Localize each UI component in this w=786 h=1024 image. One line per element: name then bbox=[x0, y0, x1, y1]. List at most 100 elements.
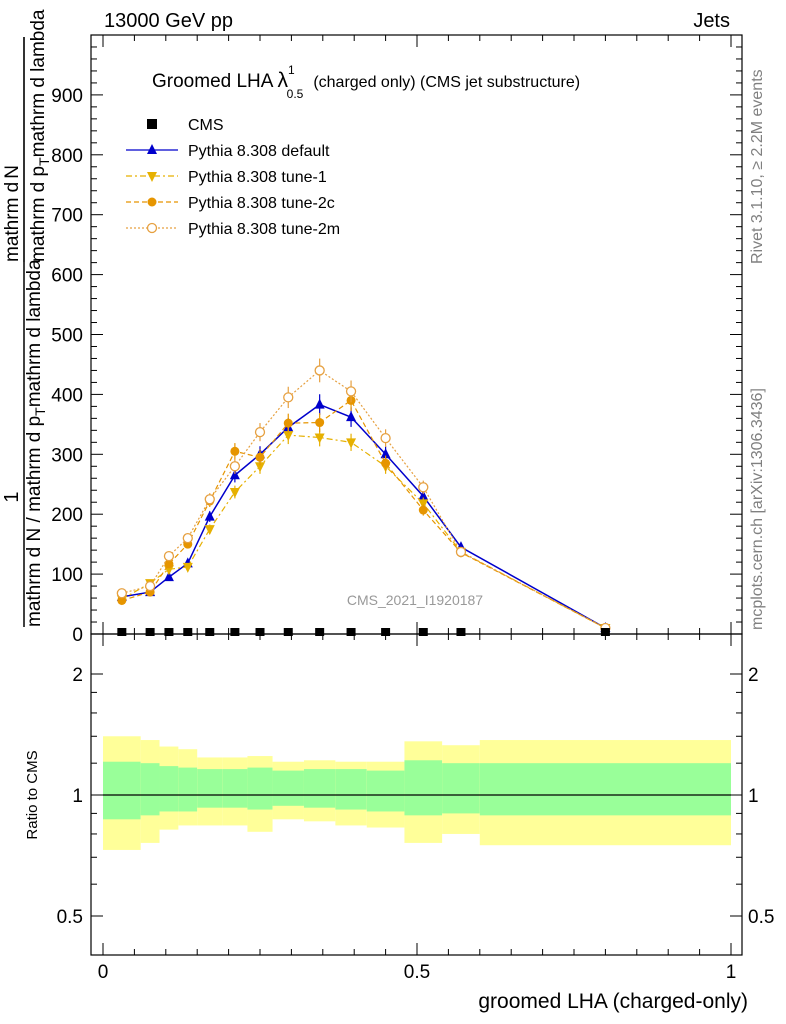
y-label-bottom: mathrm d N / mathrm d pTmathrm d lambda bbox=[24, 259, 48, 627]
header-right: Jets bbox=[693, 10, 730, 32]
series-point bbox=[116, 588, 127, 599]
ratio-band-inner bbox=[222, 769, 248, 808]
series-point bbox=[381, 458, 391, 468]
ratio-y-label: Ratio to CMS bbox=[24, 750, 41, 839]
series-point bbox=[230, 446, 240, 456]
y-tick-label: 200 bbox=[51, 505, 83, 526]
y-label-right-den: mathrm d pTmathrm d lambda bbox=[28, 9, 52, 262]
ratio-tick-label: 0.5 bbox=[57, 907, 83, 928]
series-point bbox=[204, 525, 215, 536]
legend-marker bbox=[147, 144, 157, 154]
y-tick-label: 800 bbox=[51, 146, 83, 167]
series-point bbox=[283, 431, 294, 442]
series-point bbox=[204, 494, 215, 505]
cms-point bbox=[205, 628, 215, 636]
series-point bbox=[144, 580, 156, 592]
cms-data-points bbox=[117, 628, 610, 636]
x-tick-label: 1 bbox=[726, 962, 737, 983]
series-point bbox=[346, 438, 357, 449]
series-point bbox=[314, 365, 325, 376]
x-axis-label: groomed LHA (charged-only) bbox=[478, 990, 748, 1013]
y-tick-label: 500 bbox=[51, 326, 83, 347]
legend-marker-cms bbox=[147, 119, 157, 129]
y-tick-label: 100 bbox=[51, 565, 83, 586]
ratio-tick-label-right: 2 bbox=[748, 665, 759, 686]
ratio-band-inner bbox=[247, 767, 273, 810]
series-point bbox=[229, 469, 240, 480]
ratio-band-inner bbox=[335, 769, 367, 810]
legend-marker bbox=[146, 222, 158, 234]
legend-label: CMS bbox=[188, 117, 224, 134]
legend-label: Pythia 8.308 tune-2m bbox=[188, 221, 340, 238]
legend-marker bbox=[147, 172, 157, 182]
legend-marker bbox=[147, 197, 157, 207]
cms-point bbox=[230, 628, 240, 636]
series-point bbox=[229, 488, 240, 499]
series-point bbox=[163, 571, 174, 582]
cms-point bbox=[456, 628, 466, 636]
series-point bbox=[314, 398, 325, 409]
series-point bbox=[255, 452, 265, 462]
ratio-band-inner bbox=[272, 770, 304, 806]
series-point bbox=[229, 461, 241, 472]
x-tick-label: 0 bbox=[98, 962, 109, 983]
ratio-band-inner bbox=[159, 766, 179, 812]
y-tick-label: 700 bbox=[51, 206, 83, 227]
rivet-version: Rivet 3.1.10, ≥ 2.2M events bbox=[749, 69, 766, 264]
series-point bbox=[345, 386, 357, 397]
y-label-top: 1 bbox=[1, 491, 23, 502]
y-tick-label: 900 bbox=[51, 86, 83, 107]
cms-point bbox=[183, 628, 193, 636]
cms-point bbox=[346, 628, 356, 636]
series-point bbox=[182, 533, 193, 544]
series-point bbox=[283, 392, 294, 403]
cms-point bbox=[418, 628, 428, 636]
ratio-tick-label-right: 1 bbox=[748, 786, 759, 807]
series-line-2 bbox=[121, 399, 606, 629]
series-point bbox=[163, 550, 175, 562]
series-point bbox=[380, 448, 391, 459]
ratio-band-inner bbox=[442, 763, 480, 814]
chart-title: Groomed LHA λ1 0.5(charged only) (CMS jet … bbox=[152, 63, 580, 101]
series-point bbox=[314, 433, 325, 444]
series-point bbox=[346, 411, 357, 422]
cms-point bbox=[315, 628, 325, 636]
ratio-band-inner bbox=[366, 770, 405, 812]
series-point bbox=[418, 505, 428, 515]
cms-point bbox=[164, 628, 174, 636]
ratio-band-inner bbox=[479, 763, 731, 816]
cms-point bbox=[145, 628, 155, 636]
legend-label: Pythia 8.308 tune-1 bbox=[188, 169, 327, 186]
y-label-right: mathrm dN bbox=[2, 165, 23, 262]
y-tick-label: 300 bbox=[51, 445, 83, 466]
series-point bbox=[315, 418, 325, 428]
ratio-bands bbox=[103, 736, 731, 850]
series-point bbox=[117, 595, 127, 605]
series-point bbox=[254, 426, 266, 438]
y-tick-label: 400 bbox=[51, 385, 83, 406]
x-tick-label: 0.5 bbox=[404, 962, 430, 983]
analysis-watermark: CMS_2021_I1920187 bbox=[347, 592, 483, 608]
legend: CMS Pythia 8.308 default Pythia 8.308 tune… bbox=[126, 117, 340, 238]
ratio-band-inner bbox=[197, 769, 223, 808]
series-point bbox=[380, 432, 391, 444]
y-tick-label: 0 bbox=[72, 625, 83, 646]
series-point bbox=[418, 490, 429, 501]
series-point bbox=[182, 562, 193, 573]
ratio-band-inner bbox=[140, 763, 160, 816]
main-series bbox=[116, 358, 611, 635]
header-left: 13000 GeV pp bbox=[104, 10, 233, 32]
series-point bbox=[164, 559, 174, 569]
y-axis-label: 1 mathrm d N / mathrm d pTmathrm d lambd… bbox=[1, 9, 52, 627]
series-point bbox=[418, 499, 429, 510]
series-point bbox=[418, 482, 429, 493]
ratio-tick-label: 2 bbox=[72, 665, 83, 686]
y-tick-label: 600 bbox=[51, 266, 83, 287]
cms-point bbox=[117, 628, 127, 636]
axis-ticks: 0 100 200 300 400 500 600 700 800 900 0 0.5 1 0.5 0.5 1… bbox=[51, 34, 774, 983]
ratio-tick-label: 1 bbox=[72, 786, 83, 807]
ratio-band-inner bbox=[303, 769, 336, 808]
series-point bbox=[283, 418, 293, 428]
series-point bbox=[204, 510, 215, 521]
